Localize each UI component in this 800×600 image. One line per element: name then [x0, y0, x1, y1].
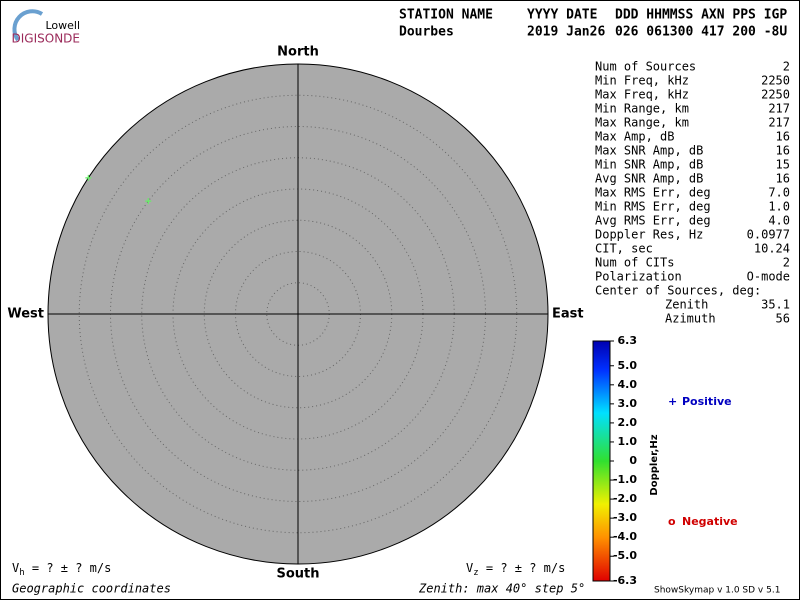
stat-label: Max Amp, dB: [595, 130, 674, 144]
center-label: Azimuth: [665, 312, 716, 326]
center-title: Center of Sources, deg:: [595, 284, 761, 298]
legend-symbol: +: [668, 395, 677, 408]
stat-label: Max Freq, kHz: [595, 88, 689, 102]
v: V: [12, 561, 19, 575]
colorbar-tick-label: -3.0: [613, 511, 637, 524]
stat-value: 217: [768, 102, 790, 116]
stat-label: Min RMS Err, deg: [595, 200, 711, 214]
south-label: South: [276, 567, 319, 582]
stat-label: Avg RMS Err, deg: [595, 214, 711, 228]
colorbar-tick-label: 5.0: [618, 359, 638, 372]
header-label: YYYY DATE: [527, 8, 597, 23]
colorbar-title: Doppler,Hz: [649, 434, 660, 495]
east-label: East: [552, 307, 584, 322]
colorbar-tick-label: 1.0: [618, 435, 638, 448]
vz-value: = ? ± ? m/s: [479, 561, 566, 575]
version: ShowSkymap v 1.0 SD v 5.1: [654, 586, 780, 596]
stat-value: 1.0: [768, 200, 790, 214]
colorbar-tick-label: 0: [629, 454, 637, 467]
header-value: 2019 Jan26: [527, 25, 605, 40]
header-label: DDD HHMMSS AXN PPS IGP: [615, 8, 787, 23]
stat-value: 15: [776, 158, 790, 172]
stat-value: 2250: [761, 88, 790, 102]
stat-value: 16: [776, 144, 790, 158]
coords-note: Geographic coordinates: [12, 582, 171, 596]
center-value: 35.1: [761, 298, 790, 312]
stat-value: 16: [776, 130, 790, 144]
source-marker: [85, 174, 92, 181]
colorbar-tick-label: -4.0: [613, 530, 637, 543]
source-marker: [145, 198, 152, 205]
colorbar: [592, 340, 611, 582]
center-value: 56: [776, 312, 790, 326]
colorbar-tick-label: -2.0: [613, 492, 637, 505]
stat-label: Max Range, km: [595, 116, 689, 130]
sub: h: [19, 568, 24, 578]
legend-symbol: o: [668, 515, 676, 528]
stat-label: Max RMS Err, deg: [595, 186, 711, 200]
stat-label: Max SNR Amp, dB: [595, 144, 703, 158]
colorbar-tick-label: -6.3: [613, 574, 637, 587]
stat-label: Min Range, km: [595, 102, 689, 116]
v: V: [466, 561, 473, 575]
stat-value: 10.24: [754, 242, 790, 256]
logo-bottom: DIGISONDE: [12, 32, 80, 46]
sub: z: [473, 568, 478, 578]
colorbar-tick-label: 6.3: [618, 334, 638, 347]
colorbar-tick-label: -1.0: [613, 473, 637, 486]
stat-label: Doppler Res, Hz: [595, 228, 703, 242]
vh-label: Vh = ? ± ? m/s: [12, 561, 111, 578]
zenith-note: Zenith: max 40° step 5°: [418, 582, 585, 596]
stat-value: 0.0977: [747, 228, 790, 242]
north-label: North: [277, 45, 319, 60]
stat-label: Num of CITs: [595, 256, 674, 270]
colorbar-tick-label: 3.0: [618, 397, 638, 410]
legend-label: Negative: [682, 515, 738, 528]
stat-value: 2250: [761, 74, 790, 88]
west-label: West: [7, 307, 44, 322]
stat-label: Polarization: [595, 270, 682, 284]
header-label: STATION NAME: [399, 8, 493, 23]
header-value: Dourbes: [399, 25, 454, 40]
center-label: Zenith: [665, 298, 708, 312]
stat-value: 2: [783, 60, 790, 74]
stat-value: 16: [776, 172, 790, 186]
legend-label: Positive: [682, 395, 732, 408]
header-value: 026 061300 417 200 -8U: [615, 25, 787, 40]
stat-value: 4.0: [768, 214, 790, 228]
stat-value: O-mode: [747, 270, 790, 284]
vh-value: = ? ± ? m/s: [25, 561, 112, 575]
logo-arc: [12, 9, 44, 42]
stat-label: Min SNR Amp, dB: [595, 158, 703, 172]
stat-value: 2: [783, 256, 790, 270]
stat-label: Avg SNR Amp, dB: [595, 172, 703, 186]
stat-label: Num of Sources: [595, 60, 696, 74]
vz-label: Vz = ? ± ? m/s: [466, 561, 565, 578]
stat-value: 217: [768, 116, 790, 130]
colorbar-tick-label: 2.0: [618, 416, 638, 429]
colorbar-tick-label: -5.0: [613, 549, 637, 562]
colorbar-tick-label: 4.0: [618, 378, 638, 391]
logo-top: Lowell: [45, 19, 80, 32]
stat-label: Min Freq, kHz: [595, 74, 689, 88]
stat-value: 7.0: [768, 186, 790, 200]
stat-label: CIT, sec: [595, 242, 653, 256]
